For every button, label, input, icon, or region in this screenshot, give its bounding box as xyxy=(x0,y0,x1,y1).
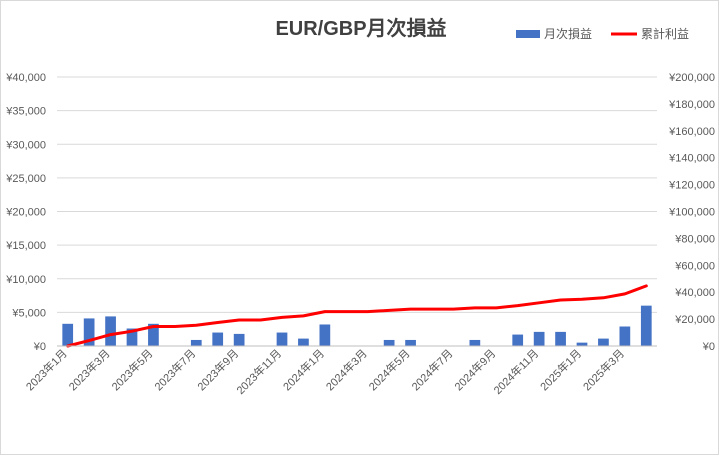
chart-title: EUR/GBP月次損益 xyxy=(275,16,446,40)
y-right-tick-label: ¥180,000 xyxy=(668,99,715,111)
gridlines xyxy=(57,76,657,347)
x-tick-label: 2025年1月 xyxy=(537,346,584,393)
y-right-tick-label: ¥160,000 xyxy=(668,126,715,138)
y-right-tick-label: ¥20,000 xyxy=(674,314,715,326)
x-axis: 2023年1月2023年3月2023年5月2023年7月2023年9月2023年… xyxy=(23,345,657,397)
bar xyxy=(62,323,74,346)
y-right-tick-label: ¥60,000 xyxy=(674,260,715,272)
x-tick-label: 2024年5月 xyxy=(366,346,413,393)
y-left-tick-label: ¥40,000 xyxy=(5,72,46,84)
y-left-tick-label: ¥35,000 xyxy=(5,106,46,118)
x-tick-label: 2023年3月 xyxy=(66,346,113,393)
bar xyxy=(233,333,245,346)
x-tick-label: 2024年3月 xyxy=(323,346,370,393)
y-left-tick-label: ¥0 xyxy=(33,341,46,353)
x-tick-label: 2024年7月 xyxy=(408,346,455,393)
bar xyxy=(126,328,138,346)
y-left-tick-label: ¥20,000 xyxy=(5,207,46,219)
bar xyxy=(555,331,566,346)
y-right-tick-label: ¥200,000 xyxy=(668,72,715,84)
legend: 月次損益 累計利益 xyxy=(516,26,689,41)
bar xyxy=(619,326,631,346)
x-tick-label: 2023年7月 xyxy=(151,346,198,393)
y-left-tick-label: ¥25,000 xyxy=(5,173,46,185)
x-tick-label: 2023年1月 xyxy=(23,346,70,393)
cumulative-line xyxy=(66,284,648,348)
bar xyxy=(190,339,202,346)
y-left-tick-label: ¥15,000 xyxy=(5,240,46,252)
y-right-tick-label: ¥40,000 xyxy=(674,287,715,299)
bar xyxy=(576,342,588,346)
legend-swatch-bar xyxy=(516,30,540,38)
legend-label-bar: 月次損益 xyxy=(544,26,592,41)
y-right-tick-label: ¥100,000 xyxy=(668,207,715,219)
x-tick-label: 2023年9月 xyxy=(194,346,241,393)
bar xyxy=(148,323,159,346)
y-right-tick-label: ¥120,000 xyxy=(668,180,715,192)
bar xyxy=(469,339,481,346)
bar xyxy=(640,305,652,346)
bar xyxy=(105,316,116,346)
x-tick-label: 2024年1月 xyxy=(280,346,327,393)
right-axis: ¥0 ¥20,000 ¥40,000 ¥60,000 ¥80,000 ¥100,000 ¥1… xyxy=(668,72,715,353)
bar xyxy=(598,338,609,346)
bar xyxy=(533,331,545,346)
x-tick-label: 2024年9月 xyxy=(451,346,498,393)
bar xyxy=(319,324,331,346)
bar-series xyxy=(62,305,652,346)
x-tick-label: 2023年11月 xyxy=(233,346,284,397)
y-right-tick-label: ¥140,000 xyxy=(668,153,715,165)
bar xyxy=(83,318,95,346)
line-series xyxy=(66,284,648,348)
y-right-tick-label: ¥0 xyxy=(702,341,715,353)
left-axis: ¥0 ¥5,000 ¥10,000 ¥15,000 ¥20,000 ¥25,000 ¥30,… xyxy=(5,72,46,353)
x-tick-label: 2024年11月 xyxy=(490,346,541,397)
legend-label-line: 累計利益 xyxy=(641,26,689,41)
y-left-tick-label: ¥10,000 xyxy=(5,274,46,286)
bar xyxy=(512,334,524,346)
bar xyxy=(276,332,288,346)
bar xyxy=(405,339,416,346)
y-right-tick-label: ¥80,000 xyxy=(674,233,715,245)
bar xyxy=(383,339,395,346)
y-left-tick-label: ¥5,000 xyxy=(11,307,46,319)
x-tick-label: 2023年5月 xyxy=(108,346,155,393)
bar xyxy=(298,338,309,346)
y-left-tick-label: ¥30,000 xyxy=(5,139,46,151)
bar xyxy=(212,332,224,346)
x-tick-label: 2025年3月 xyxy=(580,346,627,393)
